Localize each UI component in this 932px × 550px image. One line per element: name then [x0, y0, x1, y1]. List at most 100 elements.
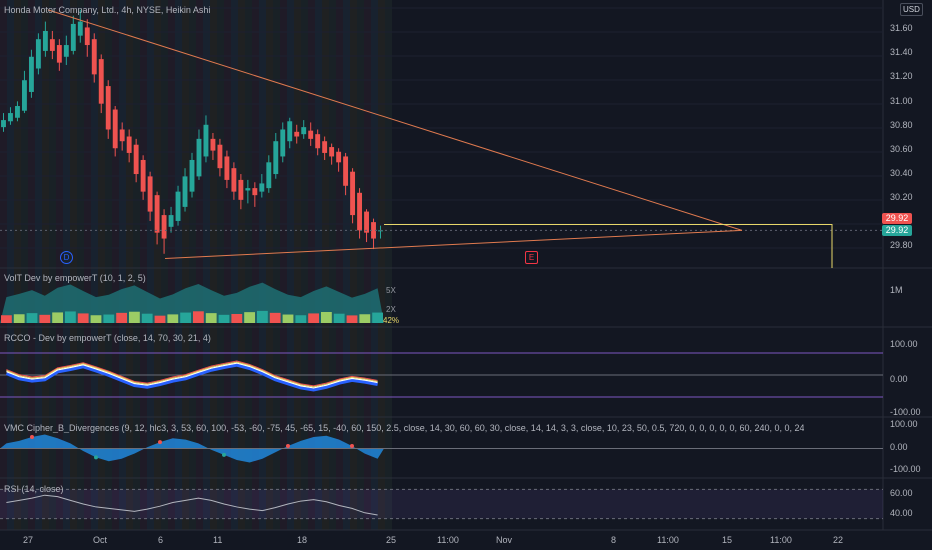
- candle-body: [77, 21, 83, 36]
- rcco-yellow-line: [6, 361, 378, 388]
- session-stripe: [133, 0, 140, 530]
- session-stripe: [7, 0, 14, 530]
- session-stripe: [140, 0, 147, 530]
- volt-bar: [295, 315, 307, 323]
- volt-bar: [205, 313, 217, 323]
- chart-title: Honda Motor Company, Ltd., 4h, NYSE, Hei…: [4, 5, 211, 15]
- candle-body: [336, 151, 342, 163]
- candle-body: [119, 129, 125, 142]
- candle-body: [287, 121, 293, 142]
- price-tick: 30.60: [890, 144, 913, 154]
- candle-body: [84, 27, 90, 46]
- candle-body: [350, 171, 356, 216]
- candle-body: [8, 113, 13, 122]
- time-tick: Nov: [496, 535, 513, 545]
- time-tick: 27: [23, 535, 34, 545]
- volt-bar: [282, 314, 294, 323]
- session-stripe: [42, 0, 49, 530]
- rsi-tick: 60.00: [890, 488, 913, 498]
- rcco-pane-title: RCCO - Dev by empowerT (close, 14, 70, 3…: [4, 333, 211, 343]
- candle-body: [189, 159, 195, 192]
- vmc-dot: [350, 443, 354, 448]
- candle-body: [343, 156, 349, 186]
- rcco-signal-line: [5, 363, 378, 392]
- price-tick: 30.80: [890, 120, 913, 130]
- session-stripe: [147, 0, 154, 530]
- candle-body: [210, 138, 216, 151]
- session-stripe: [371, 0, 378, 530]
- candle-body: [301, 127, 307, 135]
- session-stripe: [357, 0, 364, 530]
- candle-body: [252, 188, 258, 196]
- volt-bar: [257, 310, 268, 323]
- volt-bar: [52, 312, 63, 323]
- candle-body: [105, 86, 111, 130]
- vmc-pane-title: VMC Cipher_B_Divergences (9, 12, hlc3, 3…: [4, 423, 804, 433]
- volt-bar: [180, 312, 191, 323]
- earnings-marker[interactable]: E: [525, 251, 538, 264]
- candle-body: [49, 39, 55, 51]
- price-tick: 31.00: [890, 96, 913, 106]
- rsi-line: [6, 494, 378, 516]
- volt-2x-label: 2X: [386, 305, 396, 314]
- price-tick: 29.80: [890, 240, 913, 250]
- session-stripe: [350, 0, 357, 530]
- session-stripe: [245, 0, 252, 530]
- session-stripe: [63, 0, 70, 530]
- price-tick: 31.40: [890, 47, 913, 57]
- candle-body: [196, 138, 202, 177]
- session-stripe: [196, 0, 203, 530]
- candle-body: [112, 109, 118, 149]
- candle-body: [168, 215, 174, 227]
- session-stripe: [336, 0, 343, 530]
- rsi-tick: 40.00: [890, 508, 913, 518]
- candle-body: [308, 130, 314, 139]
- volt-bar: [193, 311, 204, 323]
- session-stripe: [287, 0, 294, 530]
- rsi-pane-title: RSI (14, close): [4, 484, 64, 494]
- time-tick: 15: [722, 535, 733, 545]
- currency-badge[interactable]: USD: [900, 3, 923, 16]
- candle-body: [35, 39, 41, 69]
- dividend-marker[interactable]: D: [60, 251, 73, 264]
- volt-bar: [218, 314, 230, 323]
- session-stripe: [105, 0, 112, 530]
- session-stripe: [21, 0, 28, 530]
- volt-bar: [1, 315, 12, 323]
- volt-bar: [141, 313, 153, 323]
- vmc-dot: [222, 452, 226, 457]
- session-stripe: [308, 0, 315, 530]
- session-stripe: [56, 0, 63, 530]
- time-tick: 11: [213, 535, 223, 545]
- session-stripe: [385, 0, 392, 530]
- candle-body: [98, 59, 104, 104]
- session-stripe: [294, 0, 301, 530]
- last-price-tag-green: 29.92: [882, 225, 912, 236]
- candle-body: [147, 176, 153, 212]
- volt-bar: [231, 313, 243, 323]
- candle-body: [266, 162, 272, 189]
- candle-body: [140, 159, 146, 192]
- volt-bar: [77, 313, 89, 323]
- time-tick: 25: [386, 535, 397, 545]
- rcco-lag-line: [6, 360, 378, 387]
- volt-bar: [167, 314, 179, 323]
- candle-body: [245, 188, 251, 191]
- volt-5x-label: 5X: [386, 286, 396, 295]
- candle-body: [28, 56, 34, 92]
- price-tick: 31.60: [890, 23, 913, 33]
- candle-body: [126, 136, 132, 153]
- vmc-tick: 0.00: [890, 442, 908, 452]
- candle-body: [133, 144, 139, 175]
- candle-body: [364, 211, 369, 233]
- session-stripe: [301, 0, 308, 530]
- session-stripe: [210, 0, 217, 530]
- session-stripe: [0, 0, 7, 530]
- session-stripe: [91, 0, 98, 530]
- session-stripe: [231, 0, 238, 530]
- time-tick: 11:00: [770, 535, 792, 545]
- session-stripe: [175, 0, 182, 530]
- session-stripe: [252, 0, 259, 530]
- volt-bar: [65, 311, 76, 323]
